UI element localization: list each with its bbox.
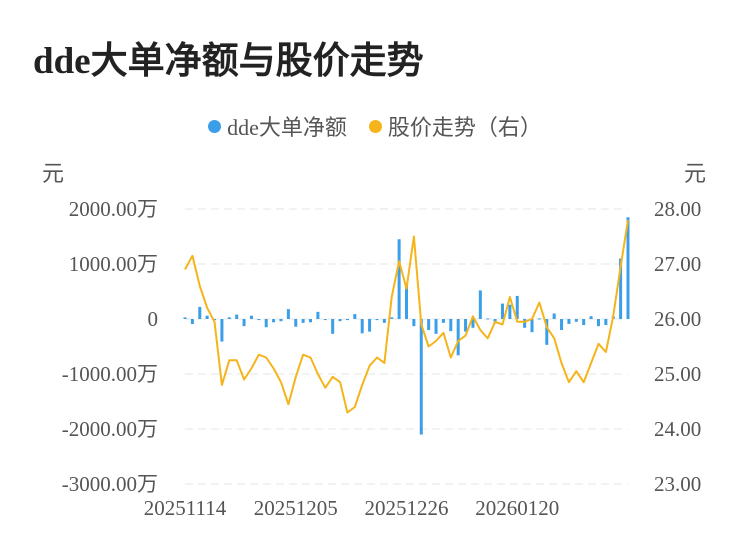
y-right-tick-label: 25.00 <box>654 362 701 386</box>
dde-bar <box>257 319 261 321</box>
x-tick-label: 20251114 <box>144 496 227 520</box>
legend-label-dde: dde大单净额 <box>227 115 347 140</box>
y-right-tick-label: 26.00 <box>654 307 701 331</box>
price-line <box>184 219 629 414</box>
x-tick-label: 20251205 <box>254 496 338 520</box>
dde-bar <box>345 319 349 321</box>
dde-bar <box>309 319 313 323</box>
dde-bar <box>486 318 490 320</box>
dde-bar <box>368 319 372 332</box>
dde-bar <box>264 319 268 328</box>
dde-bar <box>227 317 231 319</box>
dde-bar <box>464 319 468 332</box>
y-left-tick-label: 1000.00万 <box>69 252 158 276</box>
x-tick-label: 20251226 <box>365 496 449 520</box>
dde-bar <box>272 319 276 323</box>
x-tick-label: 20260120 <box>475 496 559 520</box>
dde-bar <box>574 319 578 322</box>
dde-bar <box>331 319 335 334</box>
y-left-tick-label: -2000.00万 <box>62 417 158 441</box>
dde-bar <box>220 319 224 342</box>
legend-dot-dde <box>208 119 222 133</box>
y-right-tick-label: 28.00 <box>654 197 701 221</box>
legend-item-price[interactable]: 股价走势（右） <box>368 110 542 142</box>
dde-bar <box>419 319 423 435</box>
dde-bar <box>353 314 357 319</box>
dde-bar <box>589 316 593 319</box>
dde-bar <box>508 304 512 319</box>
dde-bar <box>478 290 482 319</box>
dde-bar <box>530 319 534 333</box>
dde-bar <box>316 311 320 319</box>
y-right-tick-label: 24.00 <box>654 417 701 441</box>
dde-bar <box>397 239 401 319</box>
dde-bar <box>626 217 630 319</box>
dde-bar <box>619 258 623 319</box>
dde-bar <box>545 319 549 345</box>
dde-bar <box>523 319 527 328</box>
y-left-tick-label: -3000.00万 <box>62 472 158 496</box>
dde-bar <box>286 309 290 319</box>
legend-label-price: 股价走势（右） <box>387 115 542 140</box>
dde-bar <box>515 295 519 319</box>
dde-bar <box>427 319 431 330</box>
chart-title: dde大单净额与股价走势 <box>33 41 424 82</box>
dde-bar <box>183 317 187 319</box>
left-axis-unit: 元 <box>42 161 65 186</box>
dde-bar <box>441 319 445 323</box>
dde-bar <box>198 306 202 319</box>
legend: dde大单净额 股价走势（右） <box>0 110 750 142</box>
dde-bar <box>375 319 379 321</box>
dde-bar <box>596 319 600 327</box>
dde-bar <box>242 319 246 327</box>
dde-bar <box>552 313 556 319</box>
dde-bar <box>301 319 305 323</box>
legend-item-dde[interactable]: dde大单净额 <box>208 110 347 142</box>
y-right-tick-label: 27.00 <box>654 252 701 276</box>
dde-bar <box>405 283 408 319</box>
y-left-tick-label: -1000.00万 <box>62 362 158 386</box>
dde-bar <box>294 319 298 327</box>
y-left-tick-label: 0 <box>148 307 159 331</box>
dde-bar <box>382 319 386 323</box>
dde-bar <box>604 319 608 326</box>
dde-bar <box>537 318 541 320</box>
dde-bar <box>567 319 571 324</box>
dde-bar <box>500 303 504 319</box>
dde-bar <box>323 319 327 321</box>
dde-bar <box>449 319 453 332</box>
dde-bar <box>412 319 416 327</box>
dde-bar <box>390 317 394 319</box>
right-axis-unit: 元 <box>684 161 707 186</box>
dde-bar <box>235 314 239 319</box>
dde-bar <box>279 319 283 322</box>
legend-dot-price <box>368 119 382 133</box>
dde-bar <box>205 315 209 319</box>
dde-bar <box>190 319 194 324</box>
dde-bar <box>249 315 253 319</box>
dde-bar <box>360 319 364 334</box>
dde-bar <box>213 319 217 321</box>
dde-bar <box>471 319 475 328</box>
dde-bar <box>582 319 586 326</box>
y-right-tick-label: 23.00 <box>654 472 701 496</box>
dde-bar <box>456 319 460 356</box>
y-left-tick-label: 2000.00万 <box>69 197 158 221</box>
dde-bar <box>338 319 342 322</box>
dde-bar <box>560 319 564 330</box>
dde-bar <box>434 319 438 334</box>
